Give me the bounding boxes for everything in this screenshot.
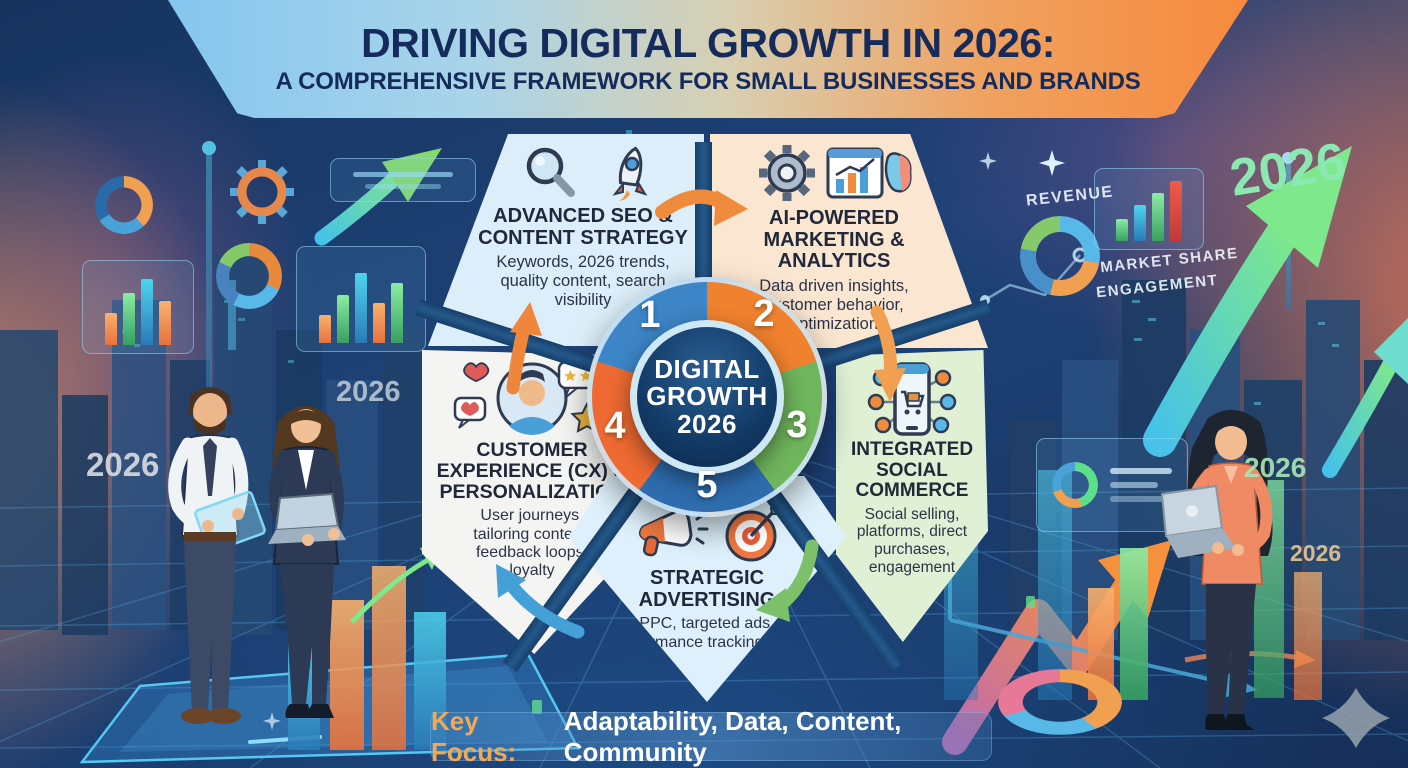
businesswoman-with-laptop-left [268,406,346,718]
key-focus-bar: Key Focus: Adaptability, Data, Content, … [430,706,992,767]
title-banner: DRIVING DIGITAL GROWTH IN 2026: A COMPRE… [168,0,1248,118]
donut-chart-right [1020,216,1100,296]
bar-panel-left-b [296,246,426,352]
segment-number-5: 5 [696,464,718,506]
hub-circle: DIGITAL GROWTH 2026 [630,320,784,474]
key-focus-label: Key Focus: [431,705,517,767]
hub-title-line3: 2026 [677,408,737,439]
segment-number-1: 1 [639,294,661,336]
segment-title: AI-POWERED MARKETING & ANALYTICS [763,207,905,273]
bar-panel-right-top [1094,168,1204,250]
segment-title: ADVANCED SEO & CONTENT STRATEGY [478,205,688,249]
key-focus-text: Adaptability, Data, Content, Community [563,705,902,767]
hub-title-line1: DIGITAL [654,354,760,385]
subtitle: A COMPREHENSIVE FRAMEWORK FOR SMALL BUSI… [275,67,1141,95]
analytics-brain-icon [826,147,912,199]
businessman-with-tablet [168,387,266,724]
gear-decoration [230,160,294,224]
sparkles [263,150,1065,730]
donut-chart-3d-bottomright [998,669,1122,735]
segment-title: STRATEGIC ADVERTISING [638,567,776,611]
megaphone-icon [638,509,709,557]
donut-chart-left [216,243,282,309]
segment-description: Keywords, 2026 trends, quality content, … [496,253,670,310]
year-watermark-rightlow: 2026 [1290,540,1342,566]
segment-title: CUSTOMER EXPERIENCE (CX) & PERSONALIZATI… [436,439,628,504]
year-watermark-right: 2026 [1244,452,1307,483]
line-panel-topleft [330,158,476,202]
bar-panel-left-a [82,260,194,354]
year-watermark-leftmid: 2026 [336,376,401,408]
gear-icon [759,145,815,201]
segment-title: INTEGRATED SOCIAL COMMERCE [850,439,974,502]
year-watermark-left: 2026 [86,446,160,483]
segment-description: User journeys, tailoring content, feedba… [473,507,591,580]
segment-number-2: 2 [753,293,775,335]
rocket-icon [612,146,647,201]
data-dots [532,596,1035,714]
donut-chart-topleft [95,176,153,234]
segment-number-3: 3 [786,404,808,446]
diamond-sparkle [1322,688,1390,748]
hub-title-line2: GROWTH [646,381,768,412]
growth-arrow-right [980,146,1408,478]
donut-lines-panel-right [1036,438,1188,532]
main-title: DRIVING DIGITAL GROWTH IN 2026: [361,20,1055,67]
businesswoman-with-laptop-right [1160,409,1273,730]
target-icon [725,504,781,562]
segment-description: Data driven insights, customer behavior,… [759,276,909,333]
segment-number-4: 4 [604,405,626,447]
social-commerce-phone-icon [867,362,957,436]
magnifier-icon [526,147,575,197]
segment-description: Social selling, platforms, direct purcha… [856,505,968,576]
